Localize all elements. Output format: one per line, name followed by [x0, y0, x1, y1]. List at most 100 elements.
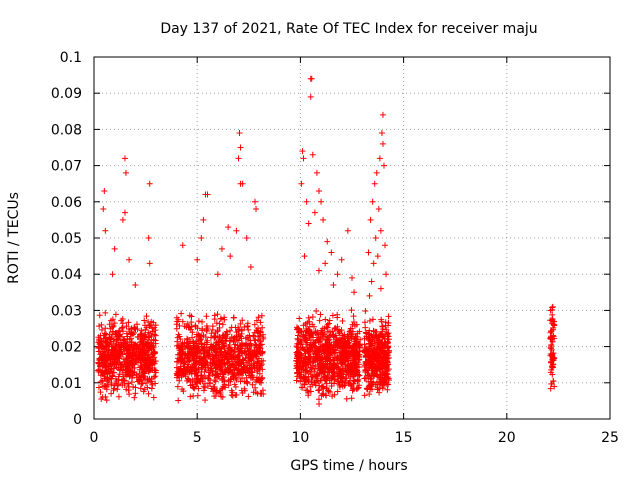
data-point — [311, 379, 318, 386]
data-point — [108, 365, 115, 372]
data-point — [248, 342, 255, 349]
data-point — [97, 389, 104, 396]
data-point — [119, 382, 126, 389]
data-point — [139, 380, 146, 387]
plot-frame — [93, 56, 611, 420]
data-point — [375, 206, 382, 213]
data-point — [150, 374, 157, 381]
data-point — [214, 328, 221, 335]
data-point — [204, 337, 211, 344]
data-point — [200, 383, 207, 390]
data-point — [219, 357, 226, 364]
data-point — [126, 373, 133, 380]
data-point — [304, 387, 311, 394]
data-point — [109, 329, 116, 336]
data-point — [173, 321, 180, 328]
data-point — [111, 347, 118, 354]
data-point — [152, 327, 159, 334]
data-point — [252, 384, 259, 391]
data-point — [145, 235, 152, 241]
data-point — [296, 372, 303, 379]
data-point — [194, 325, 201, 332]
data-point — [293, 377, 300, 384]
data-point — [125, 352, 132, 359]
data-point — [244, 368, 251, 375]
data-point — [219, 385, 226, 392]
data-point — [190, 392, 197, 399]
data-point — [328, 249, 335, 256]
data-point — [550, 324, 557, 331]
data-point — [126, 328, 133, 335]
y-tick-label: 0.06 — [51, 195, 82, 211]
data-point — [369, 359, 376, 366]
data-point — [148, 378, 155, 385]
data-point — [342, 381, 349, 388]
data-point — [218, 315, 225, 322]
data-point — [224, 350, 231, 357]
data-point — [373, 335, 380, 342]
data-point — [213, 320, 220, 327]
data-point — [195, 318, 202, 325]
data-point — [102, 325, 109, 332]
data-point — [375, 364, 382, 371]
data-point — [231, 344, 238, 351]
data-point — [338, 360, 345, 367]
data-point — [310, 358, 317, 365]
data-point — [228, 324, 235, 331]
data-point — [96, 348, 103, 355]
data-point — [374, 352, 381, 359]
data-point — [98, 353, 105, 360]
data-point — [99, 326, 106, 333]
data-point — [256, 344, 263, 351]
data-point — [150, 344, 157, 351]
data-point — [369, 316, 376, 323]
data-point — [259, 349, 266, 356]
data-point — [115, 373, 122, 380]
data-point — [123, 367, 130, 374]
data-point — [96, 312, 103, 319]
data-point — [138, 380, 145, 387]
data-point — [367, 340, 374, 347]
data-point — [336, 381, 343, 388]
data-point — [312, 356, 319, 363]
data-point — [300, 345, 307, 352]
data-point — [312, 328, 319, 335]
data-point — [350, 373, 357, 380]
data-point — [249, 381, 256, 388]
data-point — [119, 328, 126, 335]
data-point — [258, 376, 265, 383]
data-point — [224, 331, 231, 338]
data-point — [369, 386, 376, 393]
data-point — [302, 354, 309, 361]
data-point — [223, 356, 230, 363]
data-point — [547, 359, 554, 366]
data-point — [116, 355, 123, 362]
data-point — [180, 346, 187, 353]
data-point — [251, 364, 258, 371]
data-point — [121, 378, 128, 385]
data-point — [306, 368, 313, 375]
data-point — [331, 351, 338, 358]
data-point — [146, 180, 153, 187]
data-point — [204, 325, 211, 332]
data-point — [128, 330, 135, 337]
data-point — [376, 389, 383, 396]
data-point — [141, 347, 148, 354]
data-point — [295, 340, 302, 347]
data-point — [547, 335, 554, 342]
data-point — [245, 393, 252, 400]
data-point — [151, 349, 158, 356]
data-point — [341, 339, 348, 346]
data-point — [109, 352, 116, 359]
data-point — [254, 358, 261, 365]
data-point — [305, 392, 312, 399]
data-point — [353, 368, 360, 375]
data-point — [367, 216, 374, 223]
data-point — [198, 368, 205, 375]
data-point — [257, 319, 264, 326]
data-point — [320, 216, 327, 223]
x-tick-label: 5 — [193, 430, 202, 446]
data-point — [245, 326, 252, 333]
data-point — [124, 336, 131, 343]
data-point — [175, 397, 182, 404]
